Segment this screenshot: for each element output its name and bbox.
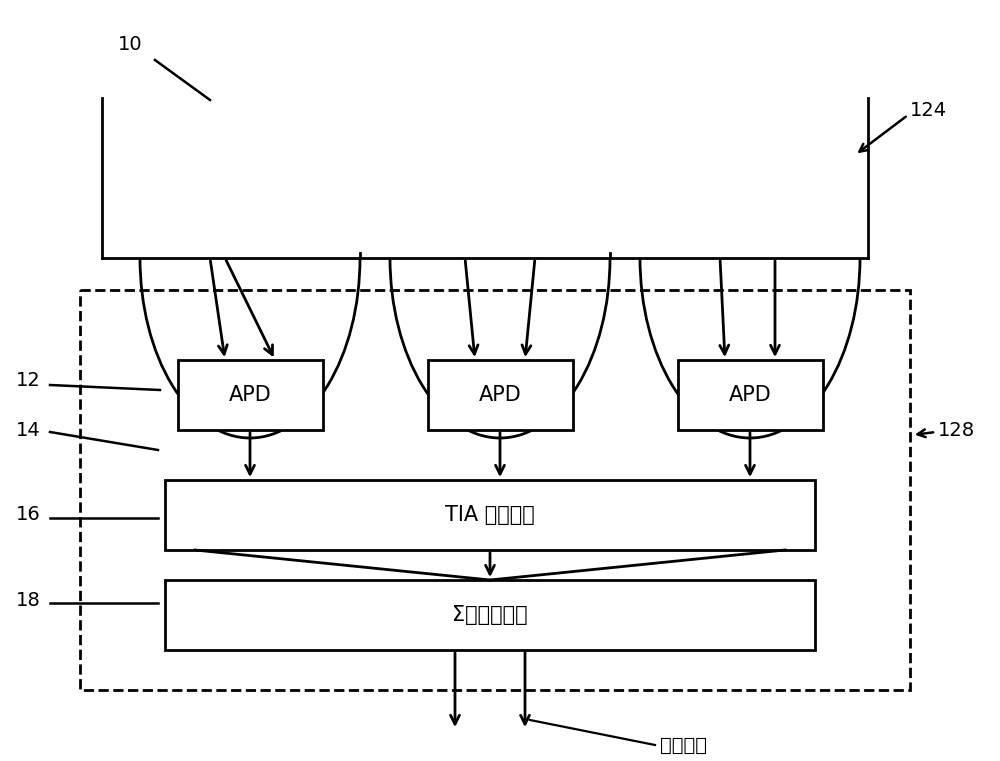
Text: Σ放大器组件: Σ放大器组件 xyxy=(452,605,528,625)
Text: 差分输出: 差分输出 xyxy=(660,735,707,754)
Text: TIA 队列组件: TIA 队列组件 xyxy=(445,505,535,525)
Bar xyxy=(165,480,815,550)
Bar xyxy=(165,580,815,650)
Bar xyxy=(178,360,323,430)
Bar xyxy=(678,360,823,430)
Text: 128: 128 xyxy=(938,421,975,440)
Bar xyxy=(80,290,910,690)
Text: APD: APD xyxy=(729,385,771,405)
Text: 18: 18 xyxy=(16,591,40,610)
Bar xyxy=(428,360,573,430)
Text: 124: 124 xyxy=(910,100,947,119)
Text: 12: 12 xyxy=(16,371,40,390)
Text: APD: APD xyxy=(479,385,521,405)
Text: 10: 10 xyxy=(118,36,142,55)
Text: APD: APD xyxy=(229,385,271,405)
Text: 14: 14 xyxy=(16,421,40,440)
Text: 16: 16 xyxy=(16,505,40,524)
